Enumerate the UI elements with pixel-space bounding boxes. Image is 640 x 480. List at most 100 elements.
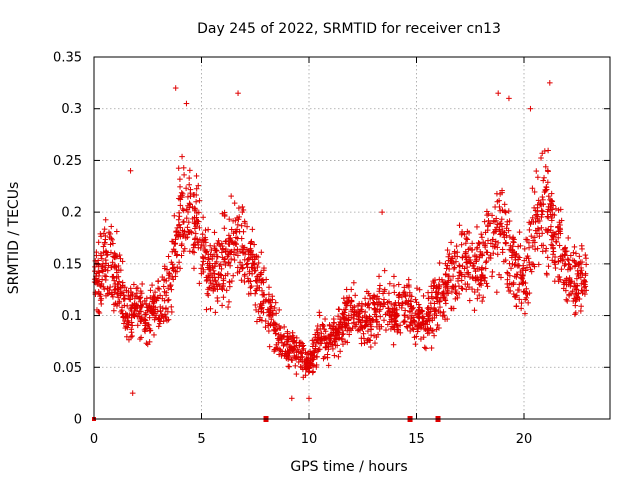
data-point xyxy=(494,244,501,251)
data-point xyxy=(458,231,465,238)
data-point xyxy=(453,243,460,249)
data-point xyxy=(111,307,117,314)
data-point xyxy=(532,246,538,253)
data-point xyxy=(209,272,215,278)
data-point xyxy=(478,231,485,237)
data-point xyxy=(293,354,300,360)
data-point xyxy=(98,301,105,307)
data-point xyxy=(547,211,554,218)
data-point xyxy=(521,246,528,252)
data-point xyxy=(557,206,564,213)
data-point xyxy=(220,280,227,287)
data-point xyxy=(269,310,276,317)
data-point xyxy=(582,272,589,279)
data-point xyxy=(562,252,568,259)
data-point xyxy=(185,219,192,225)
data-point xyxy=(426,330,432,336)
data-point xyxy=(147,294,154,301)
data-point xyxy=(294,346,301,353)
data-point xyxy=(219,302,225,309)
data-point xyxy=(494,190,500,197)
data-point xyxy=(121,296,128,302)
data-point xyxy=(111,254,118,261)
data-point xyxy=(509,254,515,261)
data-point xyxy=(134,322,141,329)
data-point xyxy=(198,265,204,272)
data-point xyxy=(114,291,120,297)
data-point xyxy=(510,243,516,250)
data-point xyxy=(337,319,343,325)
data-point xyxy=(259,288,265,294)
data-point xyxy=(232,240,238,246)
data-point xyxy=(226,236,233,242)
data-point xyxy=(194,221,201,227)
data-point xyxy=(258,249,265,256)
data-point xyxy=(249,271,255,277)
data-point xyxy=(396,291,403,298)
data-point xyxy=(433,295,440,301)
data-point xyxy=(535,174,541,181)
data-point xyxy=(496,204,503,210)
data-point xyxy=(454,249,461,256)
data-point xyxy=(477,249,484,255)
data-point xyxy=(284,336,291,343)
data-point xyxy=(428,283,434,290)
data-point xyxy=(175,216,182,223)
data-point xyxy=(104,291,111,297)
data-point xyxy=(482,265,489,272)
data-point xyxy=(391,289,398,296)
data-point xyxy=(484,283,491,290)
data-point xyxy=(151,332,157,338)
data-point xyxy=(235,222,241,228)
data-point xyxy=(410,326,417,333)
data-point xyxy=(184,224,191,231)
data-point xyxy=(127,306,134,312)
data-point xyxy=(202,227,209,233)
data-point xyxy=(129,333,135,339)
data-point xyxy=(437,304,443,310)
data-point xyxy=(102,239,108,246)
data-point xyxy=(122,318,128,324)
data-point xyxy=(562,279,568,286)
data-point xyxy=(205,292,212,299)
data-point xyxy=(553,205,559,212)
y-tick-label: 0.1 xyxy=(61,309,82,324)
data-point xyxy=(398,305,405,311)
data-point xyxy=(277,347,284,354)
data-point xyxy=(382,286,388,293)
data-point xyxy=(267,321,274,328)
data-point xyxy=(373,313,380,320)
data-point xyxy=(526,244,532,251)
data-point xyxy=(518,305,524,312)
data-point xyxy=(397,330,404,336)
data-point xyxy=(512,273,518,280)
data-point xyxy=(381,317,387,324)
data-point xyxy=(185,194,191,200)
data-point xyxy=(572,302,579,309)
data-point xyxy=(347,326,353,332)
data-point xyxy=(198,242,205,248)
data-point xyxy=(370,300,377,306)
data-point xyxy=(524,236,531,243)
data-point xyxy=(552,265,559,271)
data-point xyxy=(583,261,589,268)
y-tick-label: 0.25 xyxy=(53,154,82,169)
data-point xyxy=(364,337,371,344)
data-point xyxy=(361,335,367,342)
data-point xyxy=(95,239,102,246)
data-point xyxy=(402,312,408,319)
data-point xyxy=(538,201,544,207)
data-point xyxy=(176,221,183,228)
data-point xyxy=(568,252,574,259)
data-point xyxy=(564,256,571,262)
data-point xyxy=(202,254,208,261)
data-point xyxy=(534,216,541,222)
data-point xyxy=(223,238,229,244)
data-point xyxy=(389,323,395,330)
data-point xyxy=(463,286,470,293)
data-point xyxy=(195,239,202,246)
data-point xyxy=(248,239,254,246)
data-point xyxy=(158,312,165,318)
x-tick-label: 10 xyxy=(301,432,318,447)
data-point xyxy=(545,193,552,199)
